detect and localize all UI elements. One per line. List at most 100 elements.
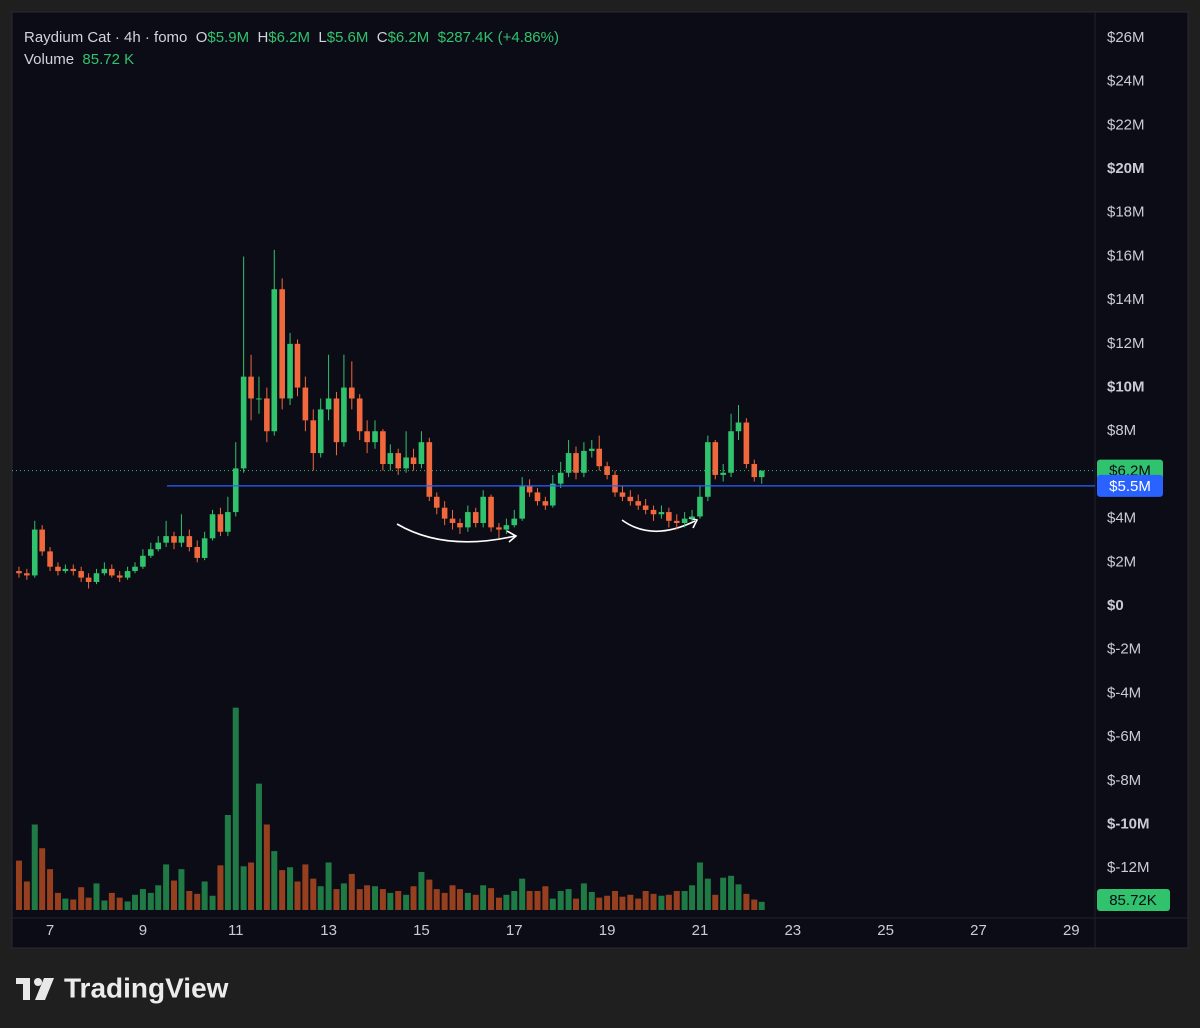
volume-bar <box>379 889 386 910</box>
volume-bar <box>488 888 495 910</box>
ohlc-label: L <box>318 29 327 46</box>
volume-label: Volume <box>24 51 75 68</box>
y-tick-label: $26M <box>1107 29 1145 46</box>
volume-bar <box>263 824 270 910</box>
candle-body <box>85 577 92 582</box>
volume-bar <box>395 891 402 910</box>
legend-row: Volume 85.72 K <box>24 49 559 71</box>
volume-bar <box>696 862 703 910</box>
candle-body <box>426 442 433 497</box>
candle-body <box>712 442 719 475</box>
legend-row: Raydium Cat · 4h · fomo O$5.9M H$6.2M L$… <box>24 27 559 49</box>
candle-body <box>658 512 665 515</box>
candle-body <box>441 507 448 519</box>
volume-bar <box>743 893 750 910</box>
volume-bar <box>364 885 371 910</box>
candle-body <box>418 442 425 465</box>
volume-bar <box>255 783 262 910</box>
y-tick-label: $-10M <box>1107 815 1150 832</box>
ohlc-label: O <box>195 29 208 46</box>
candle-body <box>612 474 618 493</box>
candle-body <box>557 472 564 484</box>
volume-bar <box>720 877 727 910</box>
volume-bar <box>596 897 603 910</box>
volume-bar <box>317 886 324 910</box>
candle-body <box>728 431 734 473</box>
volume-bar <box>565 889 572 910</box>
x-tick-label: 11 <box>228 922 244 939</box>
x-tick-label: 23 <box>784 922 801 939</box>
volume-bar <box>39 848 46 910</box>
volume-bar <box>751 899 758 910</box>
volume-bar <box>372 886 379 910</box>
candle-body <box>240 376 247 469</box>
candle-body <box>666 512 672 521</box>
candle-body <box>433 496 440 508</box>
volume-bar <box>480 885 487 910</box>
volume-bar <box>612 891 619 910</box>
y-tick-label: $10M <box>1107 379 1145 396</box>
volume-bar <box>758 901 765 910</box>
candle-body <box>457 523 463 528</box>
candle-body <box>596 448 603 467</box>
candle-body <box>380 431 386 465</box>
logo-slash <box>35 978 54 1000</box>
candle-body <box>55 566 61 572</box>
volume-bar <box>232 707 239 910</box>
volume-bar <box>340 883 347 910</box>
volume-bar <box>93 883 100 910</box>
volume-bar <box>348 873 355 910</box>
volume-bar <box>665 894 672 910</box>
volume-bar <box>224 815 231 910</box>
x-tick-label: 7 <box>46 922 54 939</box>
volume-bar <box>124 901 131 910</box>
candle-body <box>132 566 138 572</box>
candle-body <box>325 398 332 410</box>
volume-bar <box>557 891 564 910</box>
candle-body <box>573 453 579 473</box>
candle-body <box>387 453 394 465</box>
volume-bar <box>472 894 479 910</box>
legend: Raydium Cat · 4h · fomo O$5.9M H$6.2M L$… <box>24 27 559 71</box>
volume-bar <box>70 899 77 910</box>
volume-bar <box>333 889 340 910</box>
price-line-label: $5.5M <box>1109 478 1151 495</box>
candle-body <box>534 492 541 502</box>
chart-background <box>11 11 1189 949</box>
y-tick-label: $24M <box>1107 73 1145 90</box>
volume-bar <box>47 869 54 910</box>
volume-bar <box>627 894 634 910</box>
y-tick-label: $-2M <box>1107 641 1141 658</box>
candle-body <box>743 422 750 465</box>
brand-name: TradingView <box>64 972 229 1003</box>
candle-body <box>650 509 657 515</box>
candle-body <box>364 431 370 443</box>
y-tick-label: $0 <box>1107 597 1124 614</box>
y-tick-label: $16M <box>1107 247 1145 264</box>
y-tick-label: $-8M <box>1107 772 1141 789</box>
logo-dot <box>34 978 42 986</box>
volume-bar <box>209 895 216 910</box>
x-tick-label: 9 <box>139 922 147 939</box>
volume-bar <box>279 870 286 910</box>
logo-stem <box>23 978 30 1000</box>
volume-bar <box>441 892 448 910</box>
candle-body <box>758 470 765 478</box>
volume-bar <box>704 878 711 910</box>
candle-body <box>147 549 154 556</box>
ohlc-label: C <box>376 29 388 46</box>
volume-bar <box>201 881 208 910</box>
candle-body <box>449 518 456 524</box>
candle-body <box>62 568 69 572</box>
candle-body <box>604 466 610 475</box>
volume-bar <box>673 891 680 910</box>
drawn-curve <box>396 523 516 543</box>
volume-bar <box>147 892 154 910</box>
change-value: $287.4K (+4.86%) <box>437 29 559 46</box>
x-tick-label: 15 <box>413 922 430 939</box>
volume-bar <box>217 865 224 910</box>
candle-body <box>201 538 208 558</box>
candle-body <box>16 571 22 574</box>
volume-bar <box>356 889 363 910</box>
